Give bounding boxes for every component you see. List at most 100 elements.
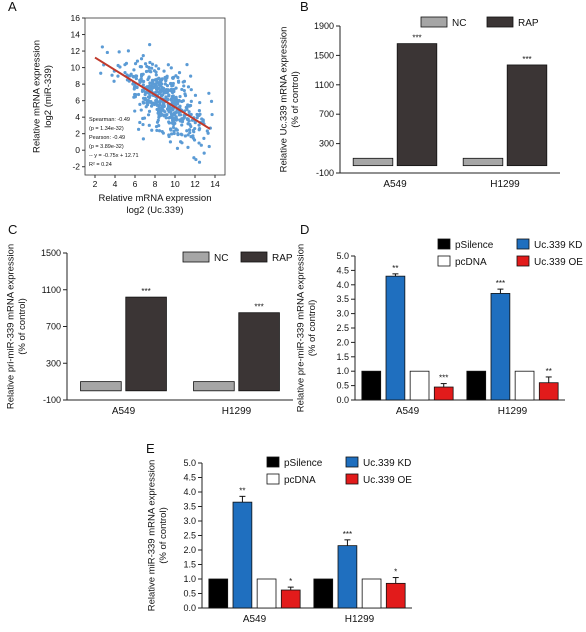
scatter-point: [169, 132, 174, 136]
scatter-point: [138, 102, 142, 107]
scatter-point: [188, 131, 192, 135]
scatter-point: [193, 121, 197, 125]
significance-label: ***: [254, 303, 263, 312]
legend-label: NC: [214, 253, 228, 264]
scatter-point: [154, 82, 158, 86]
scatter-point: [143, 96, 147, 100]
scatter-point: [209, 99, 214, 103]
scatter-point: [180, 133, 184, 137]
y-axis-label-line: (% of control): [290, 71, 301, 128]
legend-swatch: [486, 16, 514, 28]
scatter-point: [166, 89, 171, 93]
scatter-point: [142, 79, 146, 84]
scatter-point: [187, 119, 191, 123]
scatter-point: [180, 123, 184, 127]
x-axis-label-a-2: log2 (Uc.339): [126, 205, 183, 216]
scatter-point: [154, 73, 158, 77]
scatter-point: [169, 66, 173, 70]
y-tick-label-a: 10: [71, 63, 81, 73]
scatter-point: [207, 91, 211, 95]
bar: [361, 578, 382, 609]
y-tick-label: 4.0: [183, 487, 196, 497]
scatter-point: [182, 88, 186, 93]
scatter-point: [174, 95, 178, 99]
legend-swatch: [345, 456, 359, 468]
scatter-point: [148, 94, 152, 98]
legend-label: pSilence: [455, 240, 494, 251]
scatter-point: [197, 160, 202, 164]
y-tick-label: 2.5: [183, 531, 196, 541]
scatter-point: [134, 93, 138, 97]
scatter-point: [136, 127, 141, 131]
scatter-point: [175, 98, 179, 102]
scatter-point: [197, 141, 201, 145]
scatter-point: [166, 97, 170, 101]
y-tick-label: 1900: [314, 21, 334, 31]
scatter-point: [132, 68, 136, 72]
y-axis-label-line: (% of control): [307, 300, 318, 357]
scatter-point: [191, 128, 195, 133]
significance-label: ***: [522, 55, 531, 64]
scatter-point: [168, 127, 173, 131]
scatter-point: [180, 120, 185, 124]
scatter-point: [186, 133, 190, 137]
significance-label: ***: [343, 530, 352, 539]
scatter-point: [189, 112, 193, 117]
scatter-point: [116, 74, 120, 78]
scatter-point: [166, 105, 171, 109]
y-axis-label-a-line: log2 (miR-339): [43, 65, 54, 128]
panel-letter-c: C: [8, 222, 17, 237]
scatter-point: [154, 77, 159, 82]
legend-label: RAP: [518, 18, 539, 29]
scatter-point: [202, 136, 206, 141]
bar: [208, 578, 229, 609]
x-tick-label: H1299: [498, 406, 528, 417]
scatter-point: [185, 63, 189, 67]
legend-swatch: [437, 238, 451, 250]
scatter-point: [197, 109, 201, 113]
scatter-point: [186, 85, 191, 89]
y-axis-label: Relative pri-miR-339 mRNA expression (% o…: [6, 244, 29, 409]
scatter-point: [156, 118, 160, 122]
scatter-point: [167, 93, 171, 97]
panel-letter-d: D: [300, 222, 309, 237]
scatter-point: [154, 64, 158, 68]
y-tick-label: 1500: [314, 50, 334, 60]
scatter-point: [150, 66, 154, 70]
legend-label: pSilence: [284, 458, 323, 469]
bar: [280, 589, 301, 609]
scatter-point: [116, 63, 120, 68]
bar: [506, 64, 548, 167]
bar: [385, 582, 406, 609]
scatter-point: [193, 93, 198, 97]
y-axis-label-line: Relative miR-339 mRNA expression: [147, 460, 158, 612]
bar: [232, 501, 253, 609]
scatter-point: [207, 144, 211, 149]
scatter-point: [158, 79, 163, 83]
bar: [80, 381, 122, 392]
y-axis-label-a: Relative mRNA expression log2 (miR-339): [32, 40, 55, 153]
scatter-point: [150, 128, 154, 132]
scatter-point: [187, 128, 192, 132]
y-tick-label-a: 2: [75, 129, 80, 139]
y-tick-label: -100: [43, 395, 61, 405]
bar: [466, 370, 487, 401]
scatter-point: [177, 71, 182, 75]
y-tick-label: -100: [316, 168, 334, 178]
scatter-point: [138, 120, 142, 125]
regression-line: [94, 56, 211, 130]
scatter-point: [177, 113, 181, 117]
scatter-point: [138, 80, 142, 84]
scatter-point: [197, 127, 202, 131]
scatter-point: [112, 79, 116, 83]
scatter-point: [134, 74, 138, 78]
y-tick-label: 1.0: [183, 574, 196, 584]
x-tick-label-a: 4: [113, 179, 118, 189]
x-axis-label-a: Relative mRNA expression: [99, 193, 212, 204]
scatter-point: [128, 74, 132, 78]
scatter-point: [141, 137, 145, 141]
y-tick-label: 1100: [315, 80, 334, 90]
scatter-point: [139, 108, 143, 112]
bar: [313, 578, 334, 609]
scatter-point: [155, 107, 159, 112]
